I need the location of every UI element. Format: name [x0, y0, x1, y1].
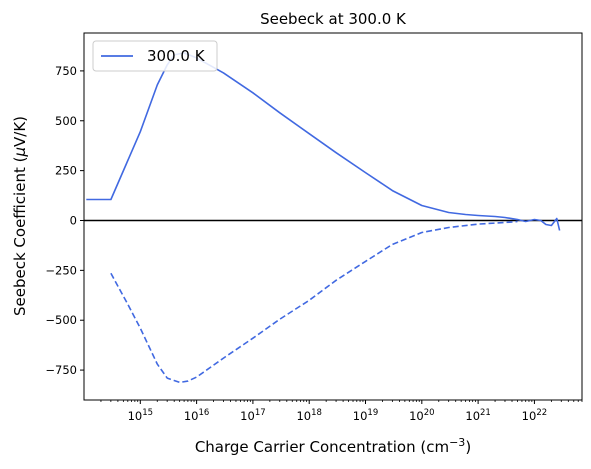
x-tick-base: 10 — [353, 409, 368, 423]
series-line-dashed — [110, 220, 518, 384]
legend-label: 300.0 K — [147, 47, 206, 65]
x-axis-ticks: 1015 1016 1017 1018 1019 1020 1021 1022 — [100, 400, 583, 423]
legend: 300.0 K — [92, 40, 218, 72]
x-tick-base: 10 — [409, 409, 424, 423]
x-axis-title-end: ) — [465, 438, 471, 456]
x-tick-label: 1015 — [128, 408, 153, 423]
x-tick-exp: 17 — [255, 408, 266, 418]
y-tick-label: 500 — [55, 114, 77, 128]
y-tick-label: −500 — [45, 313, 77, 327]
x-tick-label: 1019 — [353, 408, 378, 423]
x-tick-label: 1017 — [240, 408, 265, 423]
plot-area — [83, 32, 583, 401]
x-tick-exp: 18 — [311, 408, 322, 418]
x-axis-title-sup: −3 — [449, 436, 465, 449]
legend-box — [92, 40, 218, 72]
x-tick-label: 1020 — [409, 408, 434, 423]
x-tick-exp: 15 — [142, 408, 153, 418]
x-tick-base: 10 — [522, 409, 537, 423]
y-tick-label: −250 — [45, 263, 77, 277]
x-tick-base: 10 — [128, 409, 143, 423]
y-tick-label: −750 — [45, 363, 77, 377]
y-axis-title-main: Seebeck Coefficient ( — [11, 157, 29, 316]
x-tick-exp: 19 — [367, 408, 378, 418]
y-tick-label: 750 — [55, 64, 77, 78]
x-tick-label: 1021 — [465, 408, 490, 423]
x-tick-exp: 21 — [480, 408, 491, 418]
y-tick-label: 0 — [70, 213, 77, 227]
x-tick-exp: 20 — [424, 408, 435, 418]
x-tick-label: 1018 — [296, 408, 321, 423]
x-tick-label: 1016 — [184, 408, 209, 423]
y-axis-title-end: V/K) — [11, 116, 29, 147]
x-tick-base: 10 — [240, 409, 255, 423]
x-axis-title-main: Charge Carrier Concentration (cm — [195, 438, 449, 456]
y-axis-ticks: 750 500 250 0 −250 −500 −750 — [45, 64, 84, 377]
y-tick-label: 250 — [55, 164, 77, 178]
x-tick-base: 10 — [465, 409, 480, 423]
x-tick-exp: 16 — [199, 408, 210, 418]
x-tick-base: 10 — [184, 409, 199, 423]
x-axis-title: Charge Carrier Concentration (cm−3) — [195, 436, 471, 456]
y-axis-title: Seebeck Coefficient (μV/K) — [11, 116, 29, 316]
chart-title: Seebeck at 300.0 K — [260, 10, 407, 28]
x-tick-base: 10 — [296, 409, 311, 423]
x-tick-exp: 22 — [536, 408, 547, 418]
y-axis-title-mu: μ — [11, 147, 29, 158]
x-tick-label: 1022 — [522, 408, 547, 423]
